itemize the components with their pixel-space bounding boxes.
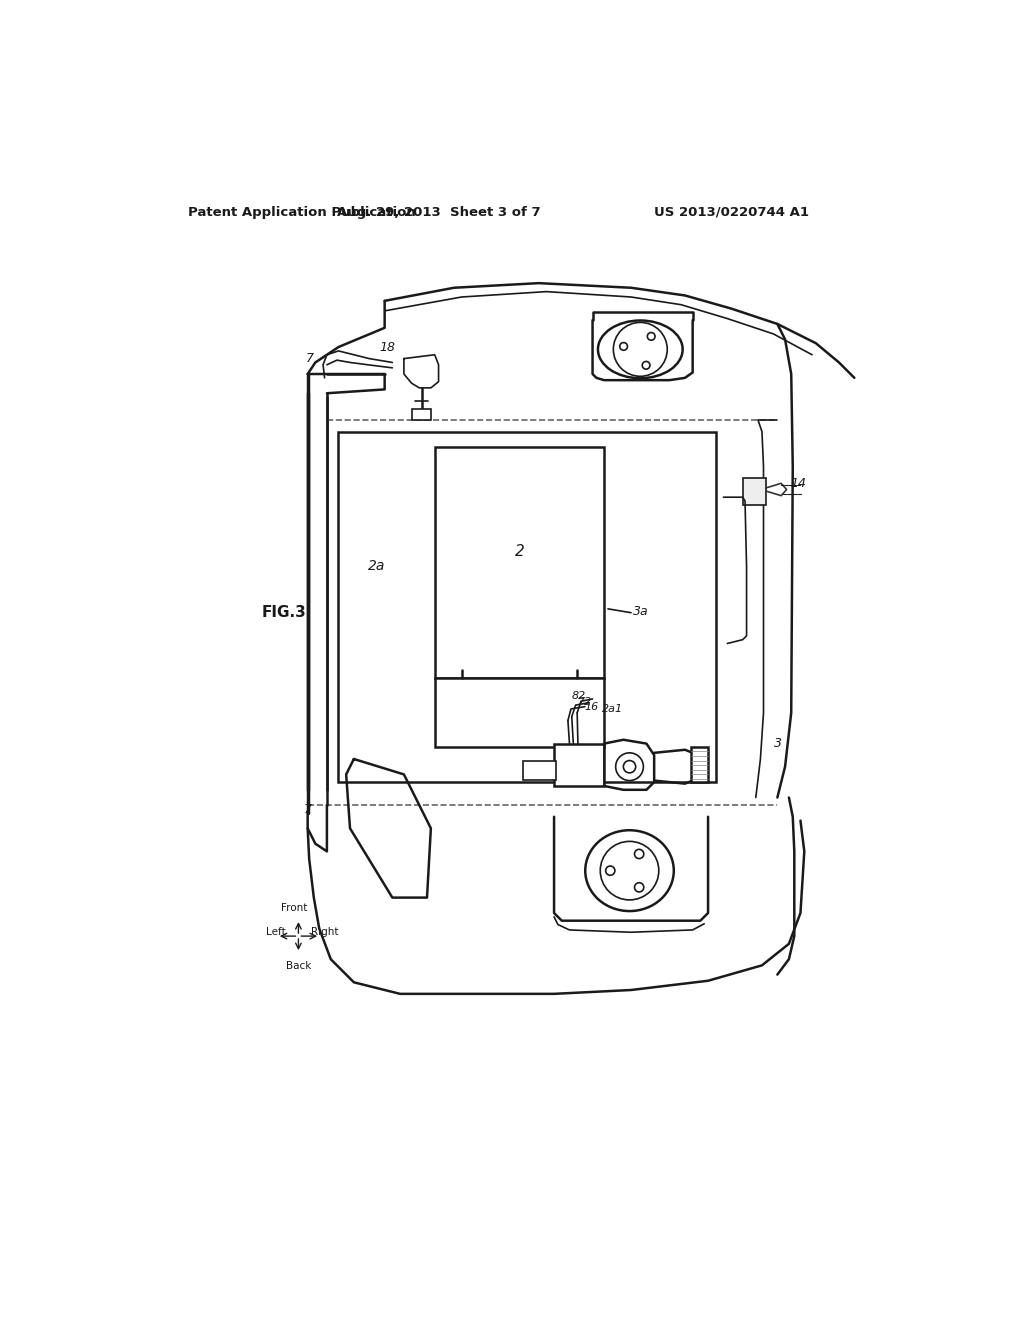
Text: Right: Right — [310, 927, 338, 937]
Text: 16: 16 — [585, 702, 599, 713]
Circle shape — [600, 841, 658, 900]
Text: 2: 2 — [514, 544, 524, 558]
Circle shape — [615, 752, 643, 780]
Text: 82: 82 — [571, 690, 586, 701]
Circle shape — [635, 849, 644, 858]
Text: 2a: 2a — [369, 560, 386, 573]
Bar — [435, 447, 604, 678]
Circle shape — [605, 866, 614, 875]
Text: Front: Front — [282, 903, 308, 913]
Text: 2a1: 2a1 — [602, 704, 623, 714]
Circle shape — [613, 322, 668, 376]
Circle shape — [647, 333, 655, 341]
Circle shape — [624, 760, 636, 774]
Bar — [523, 760, 556, 780]
Text: US 2013/0220744 A1: US 2013/0220744 A1 — [653, 206, 809, 219]
Text: FIG.3: FIG.3 — [261, 605, 306, 620]
Text: 3: 3 — [773, 737, 781, 750]
Text: 18: 18 — [379, 341, 395, 354]
Circle shape — [635, 883, 644, 892]
Bar — [554, 743, 604, 785]
Bar — [339, 432, 716, 781]
Text: 3a: 3a — [633, 605, 648, 618]
Bar — [691, 747, 708, 781]
Ellipse shape — [598, 321, 683, 379]
Ellipse shape — [586, 830, 674, 911]
Text: 7: 7 — [306, 352, 314, 366]
Circle shape — [620, 343, 628, 350]
Text: Aug. 29, 2013  Sheet 3 of 7: Aug. 29, 2013 Sheet 3 of 7 — [337, 206, 541, 219]
Bar — [413, 409, 431, 420]
Circle shape — [642, 362, 650, 370]
Text: Left: Left — [266, 927, 286, 937]
Text: 7: 7 — [304, 803, 311, 816]
Text: Patent Application Publication: Patent Application Publication — [188, 206, 416, 219]
Text: 14: 14 — [791, 477, 807, 490]
Bar — [435, 678, 604, 747]
Text: Back: Back — [286, 961, 311, 970]
Text: 72: 72 — [578, 697, 592, 708]
Bar — [742, 478, 766, 506]
